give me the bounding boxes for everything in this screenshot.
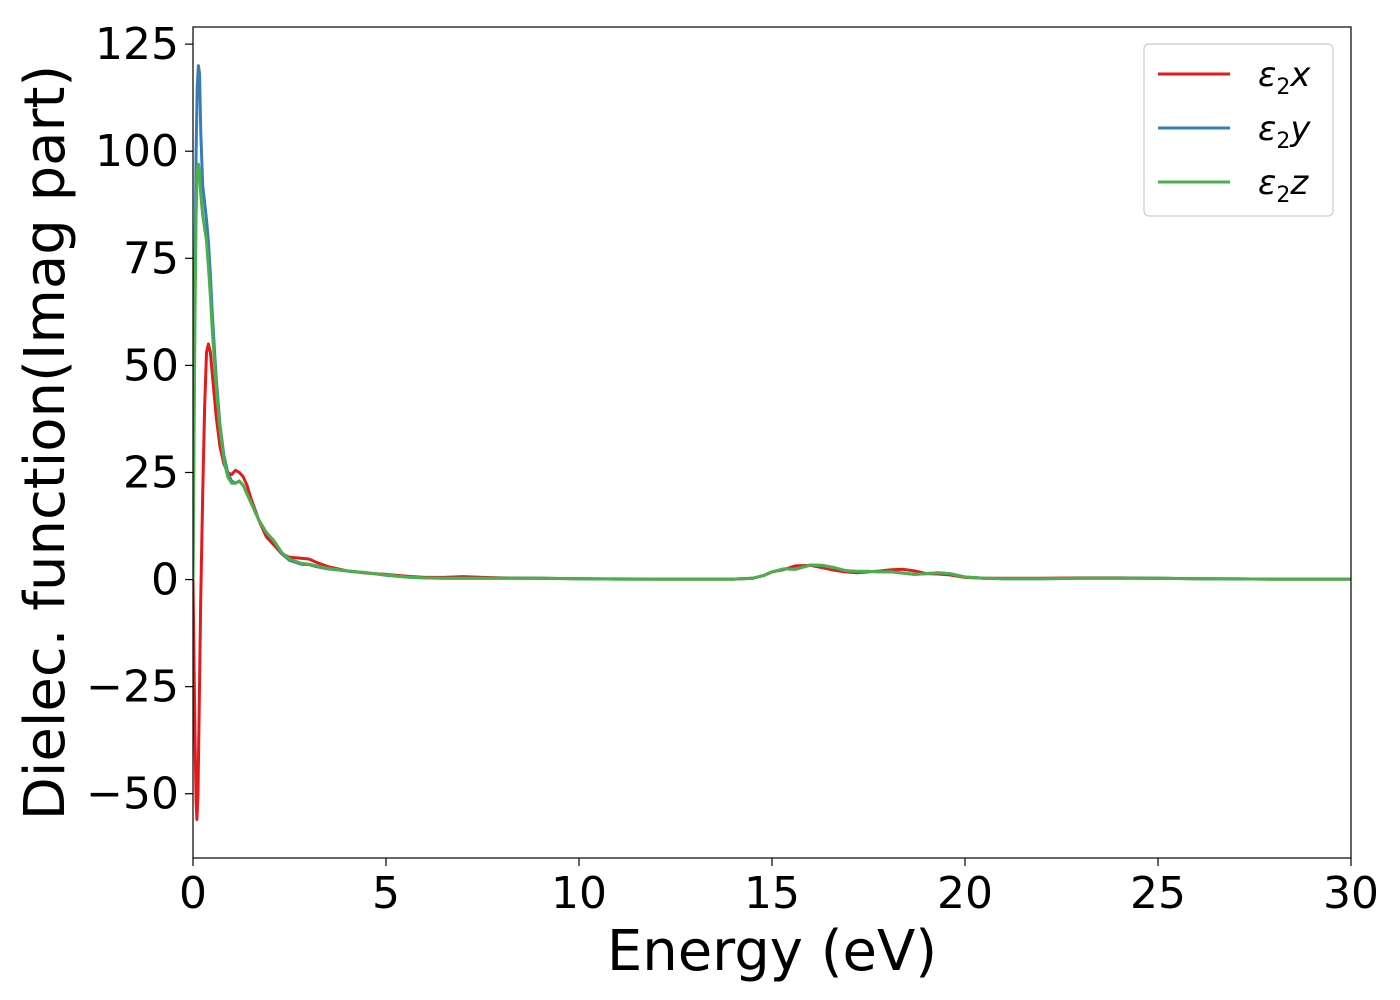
y-tick-label: 100 <box>95 126 179 177</box>
legend-label-sub: 2 <box>1276 129 1290 154</box>
y-tick-label: 50 <box>123 340 179 391</box>
y-tick-label: 25 <box>123 447 179 498</box>
legend-label-y: ε2y <box>1258 109 1311 154</box>
x-axis-title: Energy (eV) <box>607 919 937 984</box>
x-tick-label: 20 <box>937 868 993 919</box>
legend-label-tail: z <box>1289 163 1309 203</box>
legend-label-tail: y <box>1289 109 1311 149</box>
legend-label-tail: x <box>1289 55 1311 95</box>
y-tick-label: 125 <box>95 19 179 70</box>
legend-box <box>1143 43 1334 217</box>
series-layer <box>193 64 1351 821</box>
y-tick-label: −25 <box>86 662 179 713</box>
x-tick-label: 25 <box>1130 868 1186 919</box>
y-tick-label: −50 <box>86 769 179 820</box>
x-tick-label: 0 <box>179 868 207 919</box>
legend-label-base: ε <box>1258 109 1276 149</box>
legend-label-base: ε <box>1258 55 1276 95</box>
legend-label-sub: 2 <box>1276 183 1290 208</box>
legend-label-sub: 2 <box>1276 75 1290 100</box>
y-axis-title: Dielec. function(Imag part) <box>13 65 78 821</box>
x-tick-label: 15 <box>744 868 800 919</box>
legend-label-x: ε2x <box>1258 55 1311 100</box>
y-tick-label: 0 <box>151 555 179 606</box>
x-tick-label: 5 <box>372 868 400 919</box>
series-line-z <box>193 162 1351 581</box>
legend-label-z: ε2z <box>1258 163 1309 208</box>
x-tick-label: 10 <box>551 868 607 919</box>
ticks-layer: 0 5 10 15 20 25 30 −50 −25 0 25 50 75 100 125 <box>86 19 1379 919</box>
x-tick-label: 30 <box>1323 868 1379 919</box>
y-tick-label: 75 <box>123 233 179 284</box>
legend-label-base: ε <box>1258 163 1276 203</box>
